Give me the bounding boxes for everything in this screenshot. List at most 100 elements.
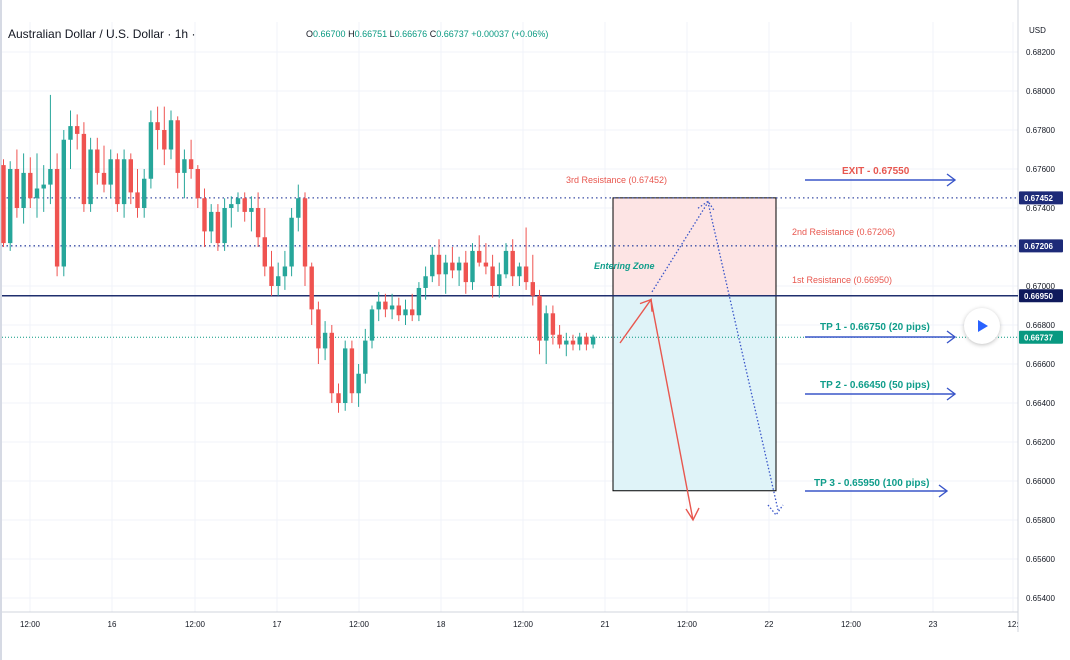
candle-body (510, 250, 515, 277)
x-tick-label: 17 (273, 620, 282, 629)
candle (182, 149, 187, 199)
candle (95, 137, 100, 185)
candle-body (423, 276, 428, 288)
candle (14, 149, 20, 218)
candle (61, 130, 66, 277)
candle (403, 299, 408, 325)
candle (497, 262, 502, 298)
x-tick-label: 12:00 (513, 620, 534, 629)
candle-body (155, 122, 160, 130)
tp2-arrow (805, 387, 957, 401)
candle (456, 256, 462, 286)
candle (8, 161, 13, 251)
candle-body (289, 217, 294, 267)
candle-body (34, 188, 40, 199)
candle (142, 169, 147, 218)
price-tag-bg (1019, 239, 1063, 253)
candle-body (222, 208, 227, 244)
candle (557, 325, 562, 349)
entering-zone-label: Entering Zone (594, 261, 655, 271)
price-tag-bg (1019, 289, 1063, 303)
candle (369, 305, 375, 349)
candle (336, 383, 341, 413)
y-tick-label: 0.66200 (1026, 438, 1055, 447)
candle (389, 293, 395, 320)
candle-body (282, 266, 288, 277)
legend-sep: · (167, 27, 175, 41)
candle-body (14, 169, 20, 208)
x-tick-label: 23 (929, 620, 938, 629)
candle (423, 266, 428, 300)
candle-body (115, 159, 120, 205)
candle-body (28, 172, 33, 199)
candle-body (215, 211, 221, 244)
price-tag-text: 0.66737 (1024, 333, 1053, 342)
candle-body (416, 287, 422, 316)
candle-body (128, 159, 133, 193)
interval-label: 1h (174, 27, 189, 41)
candle-body (1, 165, 6, 244)
candle (108, 149, 113, 199)
candle (289, 208, 294, 277)
candle (188, 139, 194, 179)
symbol-legend[interactable]: Australian Dollar / U.S. Dollar · 1h · (8, 27, 195, 41)
candle (363, 328, 368, 384)
candle (550, 305, 556, 345)
x-tick-label: 16 (108, 620, 117, 629)
candle (28, 157, 33, 208)
candle (302, 192, 308, 286)
replay-button[interactable] (964, 308, 1000, 344)
candle-body (322, 332, 328, 349)
candle-body (577, 336, 582, 345)
candle (242, 192, 247, 222)
candle (48, 94, 53, 205)
candle (356, 364, 361, 407)
x-tick-label: 12:00 (185, 620, 206, 629)
low-key: L (389, 29, 395, 39)
candle (396, 297, 401, 322)
candle-body (517, 266, 522, 277)
candle (54, 153, 60, 277)
close-value: 0.66737 (436, 29, 469, 39)
play-icon (978, 320, 988, 332)
candle-body (276, 276, 281, 286)
candle (416, 282, 422, 322)
candle-body (456, 262, 462, 271)
candle (410, 293, 415, 322)
candle-body (162, 130, 167, 150)
candle-body (195, 169, 200, 199)
candle-body (54, 169, 60, 267)
candle (584, 332, 589, 351)
candle (128, 153, 133, 205)
candle-body (48, 169, 53, 185)
candle (343, 340, 348, 411)
candle (168, 110, 174, 160)
price-tag-text: 0.66950 (1024, 292, 1053, 301)
candle (222, 198, 227, 251)
tp2-label: TP 2 - 0.66450 (50 pips) (820, 380, 930, 391)
ohlc-readout: O0.66700 H0.66751 L0.66676 C0.66737 +0.0… (306, 29, 548, 39)
candle (349, 340, 355, 403)
blue-arrowhead-up (697, 200, 715, 211)
candle-body (81, 133, 87, 205)
candle (262, 208, 267, 277)
high-key: H (348, 29, 355, 39)
candle-body (523, 266, 529, 283)
candle (470, 243, 475, 290)
candle (68, 110, 73, 169)
x-tick-label: 18 (437, 620, 446, 629)
candle (202, 188, 207, 247)
candle-body (443, 262, 448, 275)
candle (590, 334, 596, 349)
candle (255, 192, 261, 247)
candle-body (121, 159, 127, 205)
price-tag-text: 0.67206 (1024, 242, 1053, 251)
candle (436, 239, 442, 286)
candle-body (108, 159, 113, 185)
tp1-label: TP 1 - 0.66750 (20 pips) (820, 322, 930, 333)
candle (41, 165, 46, 212)
x-tick-label: 12:00 (349, 620, 370, 629)
candle-body (302, 198, 308, 267)
